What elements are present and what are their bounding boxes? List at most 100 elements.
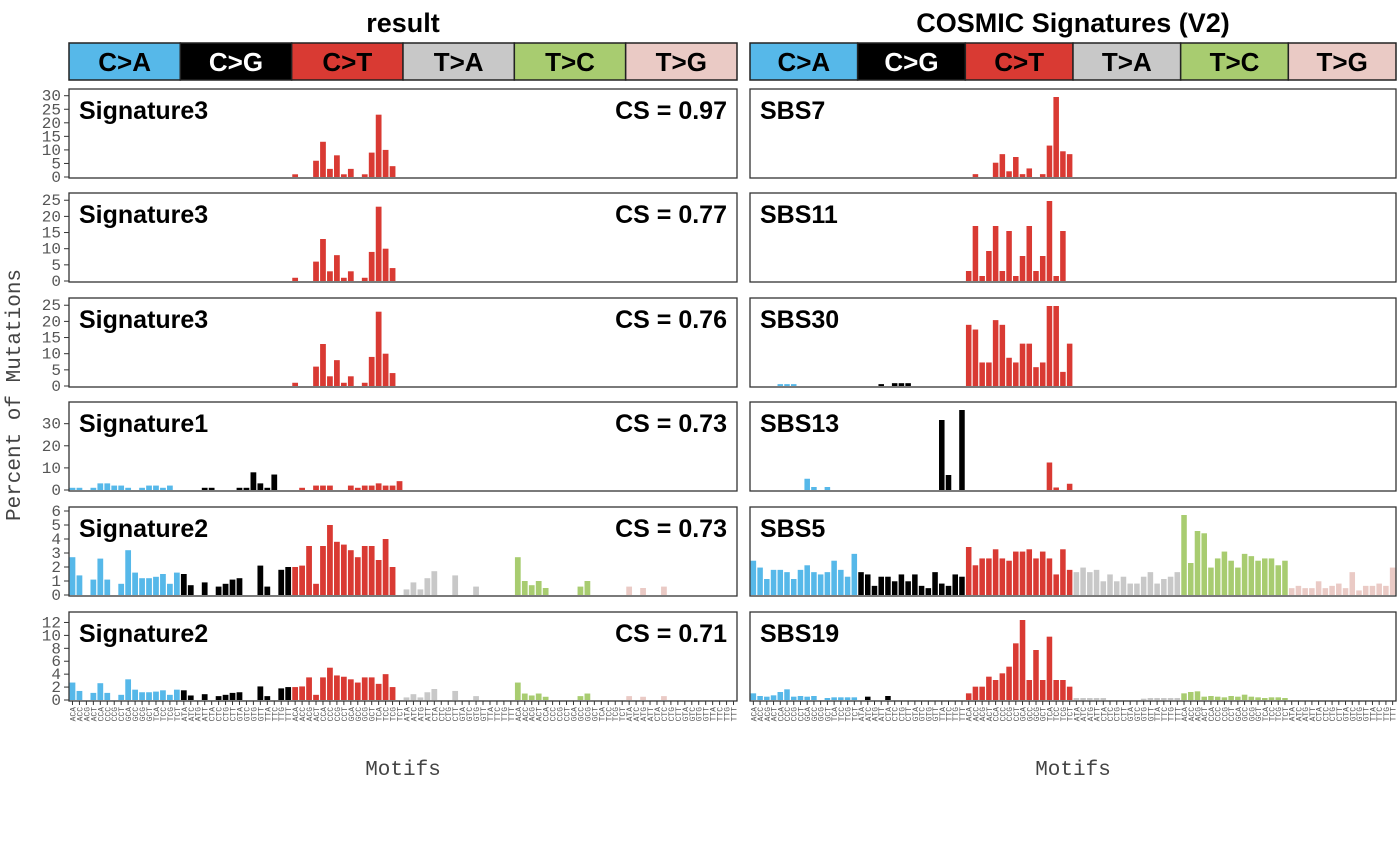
- x-tick-label: GTT: [257, 707, 266, 722]
- bar: [959, 410, 965, 490]
- bar: [118, 694, 125, 700]
- y-tick-label: 10: [42, 627, 61, 645]
- signature-label: Signature2: [79, 515, 208, 543]
- bar: [340, 544, 347, 595]
- bar: [626, 696, 633, 700]
- x-tick-label: CCG: [111, 707, 120, 722]
- bar: [1147, 698, 1154, 700]
- x-tick-label: TCA: [1046, 707, 1055, 722]
- bar: [118, 583, 125, 595]
- cosine-similarity-label: CS = 0.77: [615, 201, 727, 229]
- x-tick-label: TCT: [1067, 707, 1076, 722]
- bar: [764, 579, 770, 595]
- x-tick-label: CTC: [438, 707, 447, 722]
- bar: [208, 487, 215, 490]
- bar: [313, 694, 319, 700]
- x-tick-label: GCG: [818, 707, 827, 722]
- x-tick-label: GCC: [1026, 707, 1035, 722]
- bar: [1248, 696, 1255, 700]
- x-tick-label: CTT: [905, 707, 914, 722]
- x-tick-label: TTA: [264, 707, 273, 722]
- bar: [1100, 581, 1107, 595]
- bar: [382, 353, 389, 386]
- bar: [125, 679, 132, 700]
- bar: [167, 694, 173, 700]
- x-tick-label: TCC: [1053, 707, 1062, 722]
- bar: [389, 373, 396, 386]
- bar: [146, 485, 152, 490]
- y-tick-label: 8: [51, 640, 61, 658]
- bar: [375, 311, 382, 386]
- bar: [790, 579, 797, 595]
- x-tick-label: ACG: [529, 707, 538, 722]
- bar: [952, 574, 959, 595]
- x-tick-label: CTA: [1316, 707, 1325, 722]
- bar: [1019, 551, 1026, 595]
- bar: [986, 676, 992, 700]
- bar: [153, 691, 159, 700]
- x-tick-label: GCC: [355, 707, 364, 722]
- x-tick-label: ATT: [878, 707, 887, 722]
- bar: [770, 695, 777, 700]
- bar: [375, 206, 382, 281]
- x-tick-label: GCT: [1040, 707, 1049, 722]
- bar: [69, 487, 76, 490]
- bar: [327, 376, 333, 386]
- x-tick-label: TCC: [1269, 707, 1278, 722]
- x-tick-label: TCG: [612, 707, 621, 722]
- bar: [992, 549, 999, 595]
- x-tick-label: ACA: [966, 707, 975, 722]
- bar: [361, 382, 368, 386]
- y-tick-label: 0: [51, 273, 61, 291]
- bar: [354, 487, 361, 490]
- x-tick-label: GCA: [804, 707, 813, 722]
- bar: [313, 485, 319, 490]
- y-tick-label: 20: [42, 115, 61, 133]
- x-tick-label: GCG: [584, 707, 593, 722]
- plot-frame: [68, 88, 738, 179]
- x-tick-label: GTG: [925, 707, 934, 722]
- x-tick-label: CCG: [1006, 707, 1015, 722]
- bar: [1026, 680, 1033, 700]
- bar: [313, 366, 319, 386]
- signature-label: SBS5: [760, 515, 825, 543]
- signature-label: SBS19: [760, 620, 839, 648]
- signature-label: Signature2: [79, 620, 208, 648]
- y-tick-label: 0: [51, 169, 61, 187]
- category-header-label: T>G: [1317, 47, 1368, 77]
- category-header-box: [1072, 42, 1182, 81]
- bar: [1060, 680, 1066, 700]
- signature-label: SBS7: [760, 97, 825, 125]
- bar: [299, 565, 305, 595]
- bar: [972, 174, 979, 177]
- x-tick-label: ACA: [292, 707, 301, 722]
- category-header-label: C>T: [322, 47, 372, 77]
- bar: [1268, 558, 1275, 595]
- bar: [403, 589, 410, 595]
- x-tick-label: TCA: [598, 707, 607, 722]
- bar: [229, 692, 236, 700]
- bar: [250, 472, 257, 490]
- category-header-label: C>G: [884, 47, 938, 77]
- panel-title: result: [366, 8, 440, 38]
- bar: [368, 546, 375, 595]
- x-tick-label: ATC: [188, 707, 197, 722]
- bar: [396, 481, 403, 490]
- plot-frame: [68, 401, 738, 492]
- bar: [76, 690, 83, 700]
- x-tick-label: GTT: [703, 707, 712, 722]
- category-header-box: [1179, 42, 1290, 81]
- x-tick-label: TCT: [174, 707, 183, 722]
- bar: [905, 581, 911, 595]
- x-tick-label: CCA: [543, 707, 552, 722]
- signature-label: Signature1: [79, 410, 208, 438]
- bar: [844, 576, 851, 595]
- x-tick-label: CTA: [1100, 707, 1109, 722]
- x-tick-label: TTT: [1174, 707, 1183, 722]
- x-tick-label: CCC: [550, 707, 559, 722]
- bar: [97, 483, 104, 490]
- x-tick-label: TCC: [383, 707, 392, 722]
- cosine-similarity-label: CS = 0.71: [615, 620, 727, 648]
- bar: [1282, 560, 1288, 595]
- category-header-label: T>C: [1210, 47, 1260, 77]
